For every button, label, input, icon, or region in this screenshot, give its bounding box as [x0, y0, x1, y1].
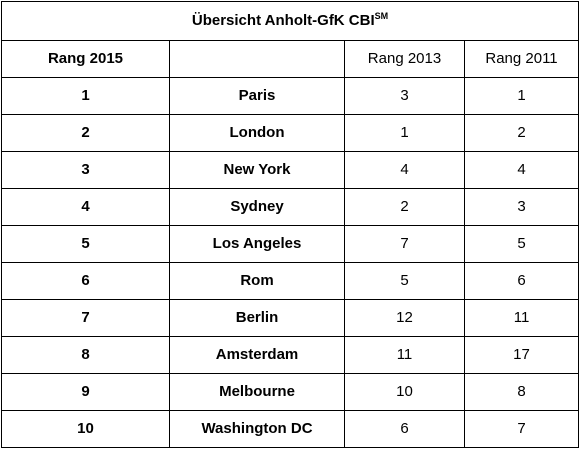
- city-cell: Sydney: [169, 188, 345, 226]
- table-row: 6 Rom 5 6: [1, 262, 580, 300]
- rank-2013-cell: 5: [344, 262, 465, 300]
- table-row: 4 Sydney 2 3: [1, 188, 580, 226]
- city-cell: Rom: [169, 262, 345, 300]
- rank-2011-cell: 2: [463, 114, 580, 152]
- city-cell: London: [169, 114, 345, 152]
- rank-2015-cell: 9: [1, 373, 170, 411]
- city-cell: New York: [169, 151, 345, 189]
- rank-2013-cell: 12: [344, 299, 465, 337]
- rank-2011-cell: 3: [463, 188, 580, 226]
- city-cell: Los Angeles: [169, 225, 345, 263]
- rank-2015-cell: 8: [1, 336, 170, 374]
- rank-2013-cell: 1: [344, 114, 465, 152]
- header-rank-2015: Rang 2015: [1, 40, 170, 78]
- city-cell: Melbourne: [169, 373, 345, 411]
- title-row: Übersicht Anholt-GfK CBISM: [0, 1, 580, 41]
- table-row: 3 New York 4 4: [1, 151, 580, 189]
- table-title: Übersicht Anholt-GfK CBISM: [0, 1, 580, 41]
- rank-2013-cell: 2: [344, 188, 465, 226]
- rank-2013-cell: 10: [344, 373, 465, 411]
- rank-2015-cell: 7: [1, 299, 170, 337]
- rank-2011-cell: 5: [463, 225, 580, 263]
- city-cell: Amsterdam: [169, 336, 345, 374]
- table-row: 7 Berlin 12 11: [1, 299, 580, 337]
- rank-2013-cell: 7: [344, 225, 465, 263]
- rank-2015-cell: 5: [1, 225, 170, 263]
- rank-2013-cell: 11: [344, 336, 465, 374]
- rank-2015-cell: 3: [1, 151, 170, 189]
- table-row: 8 Amsterdam 11 17: [1, 336, 580, 374]
- rank-2011-cell: 6: [463, 262, 580, 300]
- city-cell: Washington DC: [169, 410, 345, 448]
- header-city: [169, 40, 345, 78]
- rank-2011-cell: 4: [463, 151, 580, 189]
- table-row: 5 Los Angeles 7 5: [1, 225, 580, 263]
- rank-2015-cell: 6: [1, 262, 170, 300]
- rank-2011-cell: 11: [463, 299, 580, 337]
- header-rank-2011: Rang 2011: [463, 40, 580, 78]
- rank-2011-cell: 17: [463, 336, 580, 374]
- header-row: Rang 2015 Rang 2013 Rang 2011: [1, 40, 580, 78]
- city-cell: Paris: [169, 77, 345, 115]
- header-rank-2013: Rang 2013: [344, 40, 465, 78]
- table-title-text: Übersicht Anholt-GfK CBI: [191, 12, 375, 29]
- rank-2015-cell: 1: [1, 77, 170, 115]
- rank-2011-cell: 7: [463, 410, 580, 448]
- city-brand-index-table: Übersicht Anholt-GfK CBISM Rang 2015 Ran…: [0, 1, 580, 448]
- table-row: 10 Washington DC 6 7: [1, 410, 580, 448]
- rank-2011-cell: 1: [463, 77, 580, 115]
- rank-2013-cell: 6: [344, 410, 465, 448]
- rank-2011-cell: 8: [463, 373, 580, 411]
- rank-2013-cell: 3: [344, 77, 465, 115]
- table-row: 9 Melbourne 10 8: [1, 373, 580, 411]
- rank-2015-cell: 2: [1, 114, 170, 152]
- table-row: 1 Paris 3 1: [1, 77, 580, 115]
- rank-2015-cell: 4: [1, 188, 170, 226]
- rank-2013-cell: 4: [344, 151, 465, 189]
- rank-2015-cell: 10: [1, 410, 170, 448]
- ranking-table-container: Übersicht Anholt-GfK CBISM Rang 2015 Ran…: [0, 1, 580, 448]
- city-cell: Berlin: [169, 299, 345, 337]
- table-row: 2 London 1 2: [1, 114, 580, 152]
- table-title-superscript: SM: [374, 11, 389, 21]
